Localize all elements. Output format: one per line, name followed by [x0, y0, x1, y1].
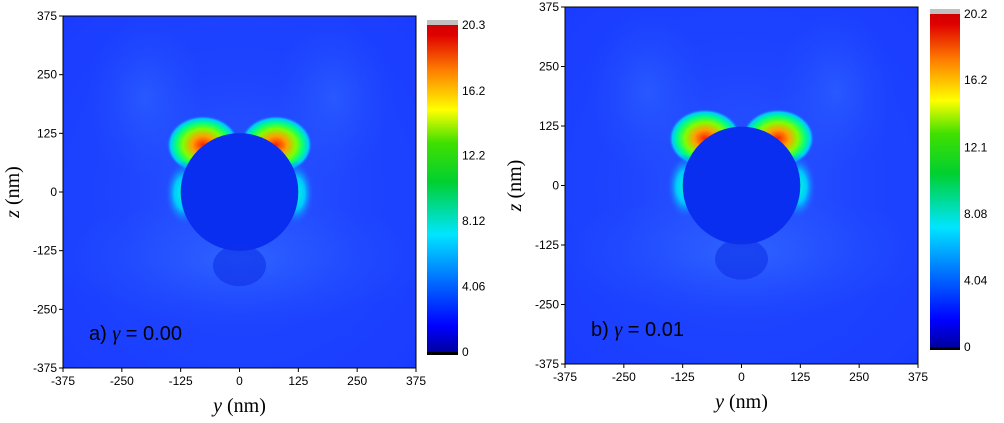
heatmap-field: [565, 7, 918, 364]
y-tick-label: -375: [33, 361, 57, 375]
x-tick-label: 250: [849, 370, 869, 384]
colorbar: 20.2 16.2 12.1 8.08 4.04 0: [930, 7, 988, 354]
y-tick-label: -250: [33, 302, 57, 316]
y-tick-label: -375: [535, 357, 559, 371]
colorbar-tick-label: 8.08: [964, 207, 988, 221]
y-tick-label: 0: [50, 185, 57, 199]
x-tick-label: 0: [236, 374, 243, 388]
x-tick-label: -125: [671, 370, 695, 384]
x-tick-label: 250: [347, 374, 367, 388]
sphere: [682, 126, 801, 245]
colorbar-tick-label: 4.04: [964, 273, 988, 287]
colorbar-scale: [930, 14, 960, 347]
y-tick-label: -125: [33, 244, 57, 258]
y-tick-label: 125: [37, 126, 57, 140]
y-axis-label: z (nm): [2, 166, 24, 219]
panel-label: a) γ = 0.00: [89, 323, 182, 345]
colorbar-tick-label: 0: [964, 340, 971, 354]
x-tick-label: -125: [169, 374, 193, 388]
panel-a: -375 -250 -125 0 125 250 375 375 250 125 0 -125 -250…: [2, 9, 486, 417]
heatmap-field: [63, 16, 416, 368]
colorbar-scale: [427, 25, 458, 352]
x-tick-label: -375: [51, 374, 75, 388]
x-tick-label: 0: [738, 370, 745, 384]
y-tick-label: 125: [539, 119, 559, 133]
x-tick-label: 125: [790, 370, 810, 384]
x-tick-label: 125: [288, 374, 308, 388]
colorbar-tick-label: 20.2: [964, 7, 988, 21]
colorbar-tick-label: 4.06: [462, 280, 486, 294]
colorbar-tick-label: 16.2: [462, 84, 486, 98]
colorbar-tick-label: 20.3: [462, 18, 486, 32]
y-tick-label: 375: [37, 9, 57, 23]
x-tick-label: -375: [553, 370, 577, 384]
x-tick-label: -250: [110, 374, 134, 388]
colorbar: 20.3 16.2 12.2 8.12 4.06 0: [427, 18, 486, 359]
shadow-below: [715, 238, 768, 280]
y-tick-label: 375: [539, 0, 559, 14]
colorbar-tick-label: 0: [462, 345, 469, 359]
x-tick-label: 375: [908, 370, 928, 384]
y-tick-label: 250: [37, 68, 57, 82]
colorbar-tick-label: 8.12: [462, 214, 486, 228]
colorbar-min-cap: [427, 352, 458, 355]
shadow-below: [213, 244, 266, 287]
colorbar-min-cap: [930, 347, 960, 350]
y-tick-label: 0: [552, 179, 559, 193]
y-tick-label: -125: [535, 238, 559, 252]
colorbar-max-cap: [427, 20, 458, 25]
x-tick-label: 375: [406, 374, 426, 388]
y-tick-label: 250: [539, 60, 559, 74]
colorbar-tick-label: 16.2: [964, 73, 988, 87]
x-axis-label: y (nm): [713, 391, 768, 413]
y-tick-label: -250: [535, 298, 559, 312]
x-tick-label: -250: [612, 370, 636, 384]
x-axis-label: y (nm): [211, 395, 266, 417]
panel-b: -375 -250 -125 0 125 250 375 375 250 125 0 -125 -250…: [504, 0, 988, 413]
colorbar-tick-label: 12.1: [964, 141, 988, 155]
sphere: [180, 133, 299, 251]
panel-label: b) γ = 0.01: [591, 319, 684, 341]
colorbar-max-cap: [930, 9, 960, 14]
y-axis-label: z (nm): [504, 160, 526, 213]
colorbar-tick-label: 12.2: [462, 148, 486, 162]
